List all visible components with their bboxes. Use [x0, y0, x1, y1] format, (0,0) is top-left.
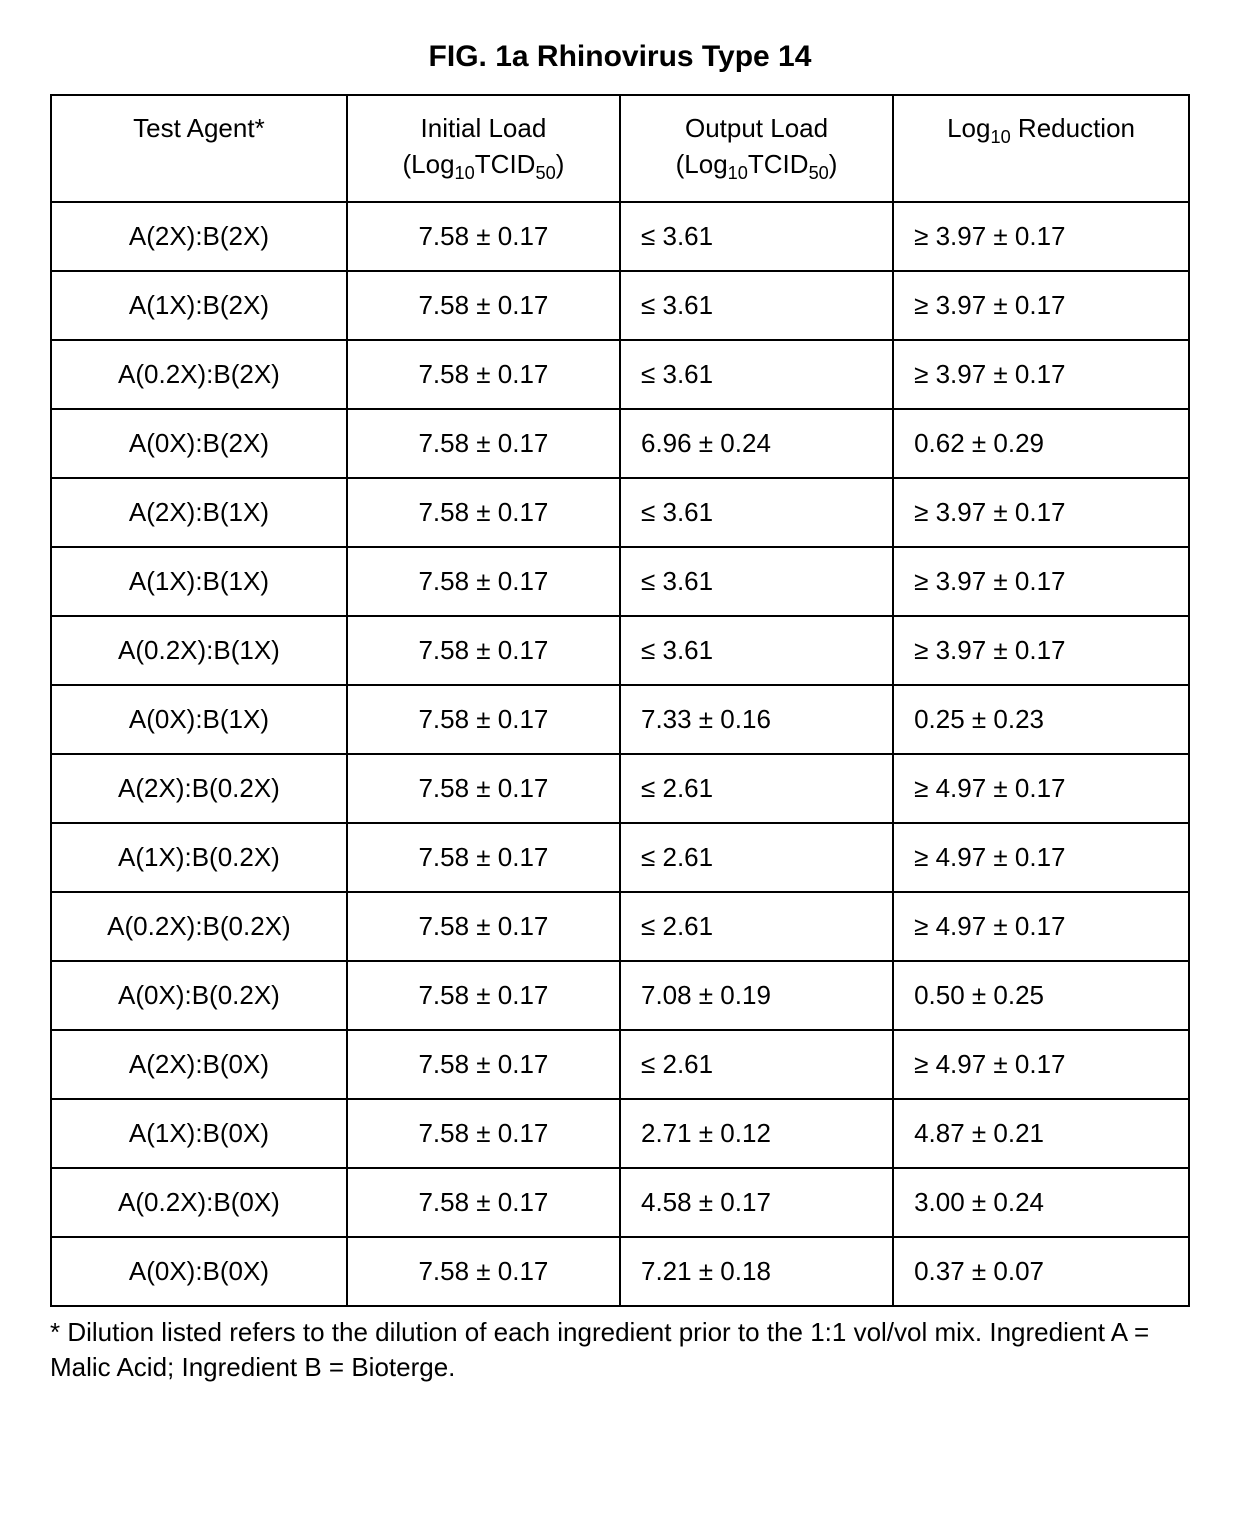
cell-reduction: ≥ 3.97 ± 0.17: [893, 202, 1189, 271]
header-output-sub: (Log10TCID50): [676, 149, 838, 179]
table-row: A(1X):B(0.2X)7.58 ± 0.17≤ 2.61≥ 4.97 ± 0…: [51, 823, 1189, 892]
header-initial: Initial Load (Log10TCID50): [347, 95, 620, 202]
cell-reduction: 0.37 ± 0.07: [893, 1237, 1189, 1306]
cell-output: 7.08 ± 0.19: [620, 961, 893, 1030]
table-body: A(2X):B(2X)7.58 ± 0.17≤ 3.61≥ 3.97 ± 0.1…: [51, 202, 1189, 1306]
cell-output: 2.71 ± 0.12: [620, 1099, 893, 1168]
cell-initial: 7.58 ± 0.17: [347, 823, 620, 892]
figure-title: FIG. 1a Rhinovirus Type 14: [50, 40, 1190, 74]
table-row: A(2X):B(0.2X)7.58 ± 0.17≤ 2.61≥ 4.97 ± 0…: [51, 754, 1189, 823]
cell-reduction: ≥ 4.97 ± 0.17: [893, 892, 1189, 961]
cell-reduction: ≥ 3.97 ± 0.17: [893, 616, 1189, 685]
cell-initial: 7.58 ± 0.17: [347, 754, 620, 823]
cell-agent: A(2X):B(1X): [51, 478, 347, 547]
table-row: A(0X):B(1X)7.58 ± 0.177.33 ± 0.160.25 ± …: [51, 685, 1189, 754]
cell-initial: 7.58 ± 0.17: [347, 340, 620, 409]
cell-output: 4.58 ± 0.17: [620, 1168, 893, 1237]
table-row: A(0X):B(0X)7.58 ± 0.177.21 ± 0.180.37 ± …: [51, 1237, 1189, 1306]
cell-agent: A(0X):B(0.2X): [51, 961, 347, 1030]
cell-agent: A(1X):B(1X): [51, 547, 347, 616]
cell-reduction: ≥ 4.97 ± 0.17: [893, 823, 1189, 892]
cell-output: ≤ 2.61: [620, 823, 893, 892]
header-reduction: Log10 Reduction: [893, 95, 1189, 202]
cell-reduction: 3.00 ± 0.24: [893, 1168, 1189, 1237]
cell-initial: 7.58 ± 0.17: [347, 1237, 620, 1306]
data-table: Test Agent* Initial Load (Log10TCID50) O…: [50, 94, 1190, 1307]
cell-output: ≤ 3.61: [620, 616, 893, 685]
cell-initial: 7.58 ± 0.17: [347, 616, 620, 685]
cell-reduction: 0.25 ± 0.23: [893, 685, 1189, 754]
cell-agent: A(0.2X):B(2X): [51, 340, 347, 409]
table-row: A(0.2X):B(0X)7.58 ± 0.174.58 ± 0.173.00 …: [51, 1168, 1189, 1237]
table-row: A(2X):B(0X)7.58 ± 0.17≤ 2.61≥ 4.97 ± 0.1…: [51, 1030, 1189, 1099]
cell-agent: A(0.2X):B(1X): [51, 616, 347, 685]
cell-output: ≤ 3.61: [620, 478, 893, 547]
table-row: A(1X):B(2X)7.58 ± 0.17≤ 3.61≥ 3.97 ± 0.1…: [51, 271, 1189, 340]
header-initial-main: Initial Load: [421, 113, 547, 143]
cell-output: ≤ 3.61: [620, 202, 893, 271]
cell-initial: 7.58 ± 0.17: [347, 202, 620, 271]
cell-initial: 7.58 ± 0.17: [347, 1099, 620, 1168]
cell-agent: A(1X):B(2X): [51, 271, 347, 340]
cell-reduction: 4.87 ± 0.21: [893, 1099, 1189, 1168]
cell-initial: 7.58 ± 0.17: [347, 547, 620, 616]
cell-initial: 7.58 ± 0.17: [347, 1030, 620, 1099]
cell-output: ≤ 2.61: [620, 1030, 893, 1099]
header-row: Test Agent* Initial Load (Log10TCID50) O…: [51, 95, 1189, 202]
cell-initial: 7.58 ± 0.17: [347, 409, 620, 478]
cell-output: ≤ 2.61: [620, 754, 893, 823]
cell-agent: A(2X):B(2X): [51, 202, 347, 271]
cell-output: 7.33 ± 0.16: [620, 685, 893, 754]
cell-initial: 7.58 ± 0.17: [347, 961, 620, 1030]
header-initial-sub: (Log10TCID50): [403, 149, 565, 179]
footnote: * Dilution listed refers to the dilution…: [50, 1315, 1190, 1385]
cell-agent: A(1X):B(0.2X): [51, 823, 347, 892]
header-output-main: Output Load: [685, 113, 828, 143]
table-row: A(0X):B(0.2X)7.58 ± 0.177.08 ± 0.190.50 …: [51, 961, 1189, 1030]
table-row: A(1X):B(1X)7.58 ± 0.17≤ 3.61≥ 3.97 ± 0.1…: [51, 547, 1189, 616]
cell-agent: A(0X):B(1X): [51, 685, 347, 754]
cell-output: 6.96 ± 0.24: [620, 409, 893, 478]
cell-initial: 7.58 ± 0.17: [347, 271, 620, 340]
table-row: A(1X):B(0X)7.58 ± 0.172.71 ± 0.124.87 ± …: [51, 1099, 1189, 1168]
cell-output: ≤ 3.61: [620, 547, 893, 616]
cell-initial: 7.58 ± 0.17: [347, 478, 620, 547]
cell-initial: 7.58 ± 0.17: [347, 892, 620, 961]
cell-agent: A(0.2X):B(0.2X): [51, 892, 347, 961]
cell-output: ≤ 2.61: [620, 892, 893, 961]
cell-agent: A(0.2X):B(0X): [51, 1168, 347, 1237]
table-row: A(0.2X):B(1X)7.58 ± 0.17≤ 3.61≥ 3.97 ± 0…: [51, 616, 1189, 685]
cell-reduction: ≥ 3.97 ± 0.17: [893, 271, 1189, 340]
table-row: A(2X):B(2X)7.58 ± 0.17≤ 3.61≥ 3.97 ± 0.1…: [51, 202, 1189, 271]
cell-reduction: ≥ 4.97 ± 0.17: [893, 1030, 1189, 1099]
cell-reduction: ≥ 3.97 ± 0.17: [893, 478, 1189, 547]
header-output: Output Load (Log10TCID50): [620, 95, 893, 202]
cell-reduction: ≥ 3.97 ± 0.17: [893, 340, 1189, 409]
table-row: A(0X):B(2X)7.58 ± 0.176.96 ± 0.240.62 ± …: [51, 409, 1189, 478]
cell-reduction: 0.62 ± 0.29: [893, 409, 1189, 478]
cell-agent: A(1X):B(0X): [51, 1099, 347, 1168]
cell-output: ≤ 3.61: [620, 340, 893, 409]
cell-agent: A(2X):B(0.2X): [51, 754, 347, 823]
table-row: A(0.2X):B(2X)7.58 ± 0.17≤ 3.61≥ 3.97 ± 0…: [51, 340, 1189, 409]
cell-agent: A(0X):B(0X): [51, 1237, 347, 1306]
cell-reduction: ≥ 4.97 ± 0.17: [893, 754, 1189, 823]
cell-agent: A(2X):B(0X): [51, 1030, 347, 1099]
cell-agent: A(0X):B(2X): [51, 409, 347, 478]
header-agent: Test Agent*: [51, 95, 347, 202]
cell-reduction: 0.50 ± 0.25: [893, 961, 1189, 1030]
table-row: A(0.2X):B(0.2X)7.58 ± 0.17≤ 2.61≥ 4.97 ±…: [51, 892, 1189, 961]
cell-output: ≤ 3.61: [620, 271, 893, 340]
table-row: A(2X):B(1X)7.58 ± 0.17≤ 3.61≥ 3.97 ± 0.1…: [51, 478, 1189, 547]
cell-initial: 7.58 ± 0.17: [347, 685, 620, 754]
cell-initial: 7.58 ± 0.17: [347, 1168, 620, 1237]
cell-reduction: ≥ 3.97 ± 0.17: [893, 547, 1189, 616]
cell-output: 7.21 ± 0.18: [620, 1237, 893, 1306]
